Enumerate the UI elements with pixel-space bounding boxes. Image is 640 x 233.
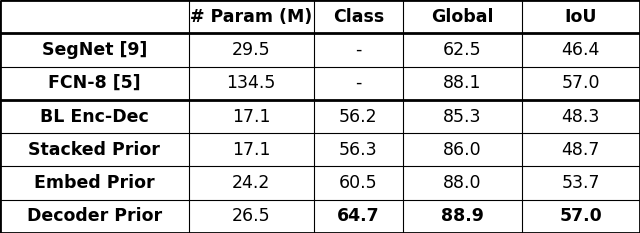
Text: 134.5: 134.5 <box>227 74 276 92</box>
Text: Global: Global <box>431 8 493 26</box>
Text: Embed Prior: Embed Prior <box>34 174 155 192</box>
Text: -: - <box>355 41 362 59</box>
Text: Decoder Prior: Decoder Prior <box>27 207 162 225</box>
Text: 86.0: 86.0 <box>443 141 482 159</box>
Text: 88.1: 88.1 <box>443 74 482 92</box>
Text: 46.4: 46.4 <box>562 41 600 59</box>
Text: 48.3: 48.3 <box>562 107 600 126</box>
Text: 64.7: 64.7 <box>337 207 380 225</box>
Text: 57.0: 57.0 <box>559 207 602 225</box>
Text: 29.5: 29.5 <box>232 41 271 59</box>
Text: 85.3: 85.3 <box>443 107 482 126</box>
Text: FCN-8 [5]: FCN-8 [5] <box>48 74 141 92</box>
Text: 24.2: 24.2 <box>232 174 270 192</box>
Text: Class: Class <box>333 8 384 26</box>
Text: Stacked Prior: Stacked Prior <box>28 141 161 159</box>
Text: 88.0: 88.0 <box>443 174 482 192</box>
Text: 57.0: 57.0 <box>561 74 600 92</box>
Text: 17.1: 17.1 <box>232 107 271 126</box>
Text: 60.5: 60.5 <box>339 174 378 192</box>
Text: 17.1: 17.1 <box>232 141 271 159</box>
Text: IoU: IoU <box>564 8 597 26</box>
Text: SegNet [9]: SegNet [9] <box>42 41 147 59</box>
Text: 62.5: 62.5 <box>443 41 482 59</box>
Text: 88.9: 88.9 <box>441 207 484 225</box>
Text: 56.3: 56.3 <box>339 141 378 159</box>
Text: 26.5: 26.5 <box>232 207 271 225</box>
Text: -: - <box>355 74 362 92</box>
Text: BL Enc-Dec: BL Enc-Dec <box>40 107 148 126</box>
Text: 48.7: 48.7 <box>562 141 600 159</box>
Text: 56.2: 56.2 <box>339 107 378 126</box>
Text: 53.7: 53.7 <box>561 174 600 192</box>
Text: # Param (M): # Param (M) <box>190 8 312 26</box>
